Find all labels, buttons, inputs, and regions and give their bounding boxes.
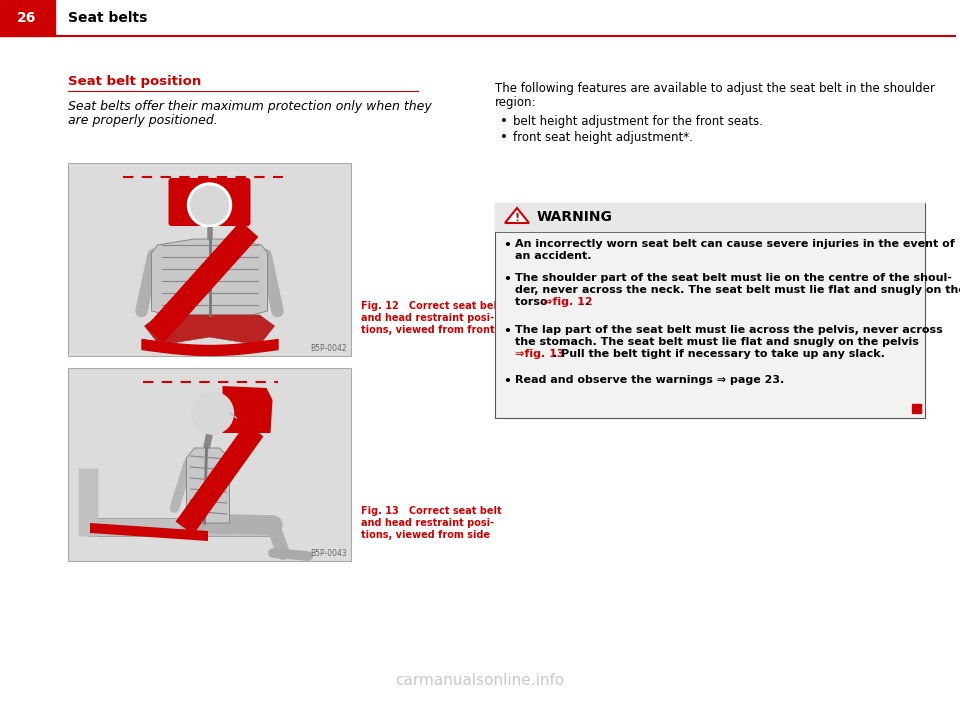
Text: Seat belt position: Seat belt position	[68, 75, 202, 88]
Bar	[495, 203, 925, 418]
Text: tions, viewed from side: tions, viewed from side	[361, 530, 491, 540]
Circle shape	[187, 183, 231, 227]
Text: region:: region:	[495, 96, 537, 109]
Text: The shoulder part of the seat belt must lie on the centre of the shoul-: The shoulder part of the seat belt must …	[515, 273, 952, 283]
Text: der, never across the neck. The seat belt must lie flat and snugly on the: der, never across the neck. The seat bel…	[515, 285, 960, 295]
Polygon shape	[145, 315, 275, 345]
Text: An incorrectly worn seat belt can cause severe injuries in the event of: An incorrectly worn seat belt can cause …	[515, 239, 955, 249]
Text: Fig. 12   Correct seat belt: Fig. 12 Correct seat belt	[361, 301, 502, 311]
FancyBboxPatch shape	[169, 178, 251, 226]
Text: The lap part of the seat belt must lie across the pelvis, never across: The lap part of the seat belt must lie a…	[515, 325, 943, 335]
Text: •: •	[503, 375, 511, 388]
Text: belt height adjustment for the front seats.: belt height adjustment for the front sea…	[513, 115, 763, 128]
Polygon shape	[186, 448, 229, 523]
Bar	[88, 518, 273, 536]
Text: •: •	[503, 325, 511, 338]
Text: are properly positioned.: are properly positioned.	[68, 114, 218, 127]
Polygon shape	[176, 423, 263, 534]
Text: Fig. 13   Correct seat belt: Fig. 13 Correct seat belt	[361, 506, 502, 516]
Text: •: •	[503, 239, 511, 252]
Polygon shape	[146, 221, 258, 343]
Text: ⇒fig. 13: ⇒fig. 13	[515, 349, 564, 359]
Text: Read and observe the warnings ⇒ page 23.: Read and observe the warnings ⇒ page 23.	[515, 375, 784, 385]
Circle shape	[191, 392, 233, 434]
Bar	[0, 0, 55, 36]
Text: and head restraint posi-: and head restraint posi-	[361, 518, 494, 528]
Bar	[68, 368, 351, 561]
Text: B5P-0042: B5P-0042	[310, 344, 347, 353]
Text: . Pull the belt tight if necessary to take up any slack.: . Pull the belt tight if necessary to ta…	[553, 349, 885, 359]
Text: •: •	[500, 115, 508, 128]
Text: Seat belts: Seat belts	[68, 11, 148, 25]
Text: .: .	[585, 297, 589, 307]
Bar	[495, 203, 925, 232]
Polygon shape	[223, 386, 273, 433]
Text: front seat height adjustment*.: front seat height adjustment*.	[513, 131, 693, 144]
Polygon shape	[90, 523, 208, 541]
Text: the stomach. The seat belt must lie flat and snugly on the pelvis: the stomach. The seat belt must lie flat…	[515, 337, 919, 347]
Text: The following features are available to adjust the seat belt in the shoulder: The following features are available to …	[495, 82, 935, 95]
Text: •: •	[500, 131, 508, 144]
Text: ⇒fig. 12: ⇒fig. 12	[543, 297, 592, 307]
Text: and head restraint posi-: and head restraint posi-	[361, 313, 494, 323]
Circle shape	[190, 186, 228, 224]
Text: carmanualsonline.info: carmanualsonline.info	[396, 673, 564, 688]
Text: Seat belts offer their maximum protection only when they: Seat belts offer their maximum protectio…	[68, 100, 432, 113]
Text: an accident.: an accident.	[515, 251, 591, 261]
Text: B5P-0043: B5P-0043	[310, 549, 347, 558]
Bar	[68, 163, 351, 356]
Text: torso: torso	[515, 297, 551, 307]
Text: tions, viewed from front: tions, viewed from front	[361, 325, 494, 335]
Text: 26: 26	[17, 11, 36, 25]
Bar	[912, 404, 921, 413]
Polygon shape	[152, 239, 268, 315]
Polygon shape	[505, 208, 529, 223]
Text: WARNING: WARNING	[537, 210, 612, 224]
Text: !: !	[515, 213, 519, 223]
Text: •: •	[503, 273, 511, 286]
